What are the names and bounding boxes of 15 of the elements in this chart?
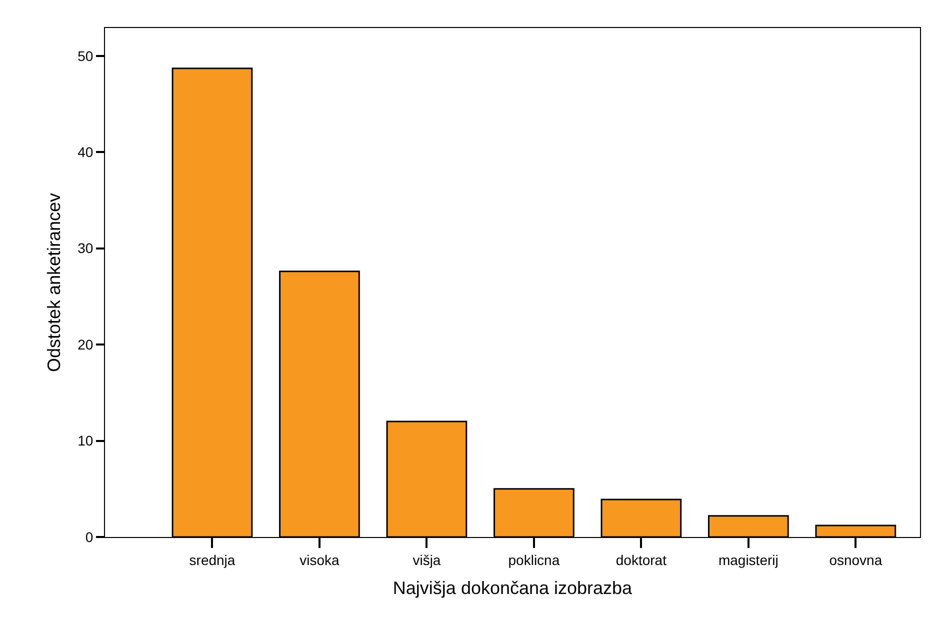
x-axis-title: Najvišja dokončana izobrazba <box>392 578 634 598</box>
x-tick-label: srednja <box>189 552 236 568</box>
y-tick-label: 30 <box>78 240 94 256</box>
x-tick-label: višja <box>412 552 441 568</box>
x-tick-label: doktorat <box>616 552 667 568</box>
x-tick-label: magisterij <box>718 552 778 568</box>
y-tick-label: 40 <box>78 144 94 160</box>
x-tick-label: osnovna <box>829 552 882 568</box>
y-tick-label: 0 <box>85 528 94 545</box>
y-tick-label: 10 <box>78 432 94 449</box>
y-tick-label: 20 <box>78 336 94 352</box>
x-tick-label: visoka <box>300 552 340 568</box>
x-tick-label: poklicna <box>508 552 560 568</box>
y-tick-label: 50 <box>78 48 94 64</box>
y-axis-title: Odstotek anketirancev <box>44 192 64 372</box>
